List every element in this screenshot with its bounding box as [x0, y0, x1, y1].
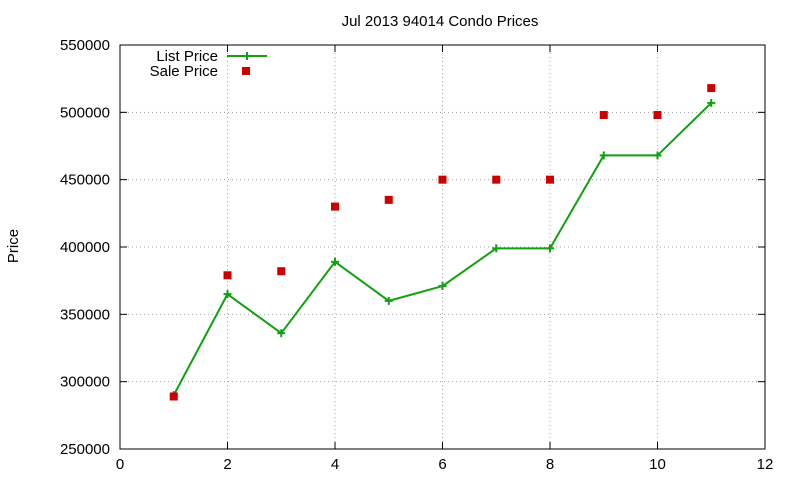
x-tick-label: 2: [223, 456, 231, 473]
sale-price-point: [707, 84, 716, 93]
y-tick-label: 300000: [60, 374, 110, 391]
y-tick-label: 400000: [60, 239, 110, 256]
list-price-point: [331, 257, 339, 266]
x-tick-label: 6: [438, 456, 446, 473]
y-tick-label: 250000: [60, 441, 110, 458]
sale-price-point: [492, 175, 501, 184]
sale-price-point: [653, 111, 662, 120]
series: [169, 84, 716, 401]
y-tick-label: 350000: [60, 306, 110, 323]
grid: [120, 45, 765, 449]
list-price-point: [546, 244, 554, 253]
legend-marker-sale-price: [242, 67, 250, 75]
sale-price-point: [169, 392, 178, 401]
x-tick-label: 4: [331, 456, 339, 473]
legend-label-sale-price: Sale Price: [150, 63, 218, 80]
sale-price-point: [277, 267, 286, 276]
y-tick-label: 550000: [60, 37, 110, 54]
legend: List Price Sale Price: [150, 48, 267, 80]
sale-price-point: [331, 202, 339, 211]
list-price-point: [707, 98, 716, 107]
list-price-point: [223, 290, 232, 299]
x-tick-label: 8: [546, 456, 554, 473]
list-price-point: [438, 282, 447, 291]
y-tick-label: 450000: [60, 172, 110, 189]
list-price-point: [653, 151, 662, 160]
x-tick-label: 12: [757, 456, 774, 473]
sale-price-point: [546, 175, 554, 184]
ticks: 0 2 4 6 8 10 12 250000 300000 350000 400000 450000 5…: [60, 37, 773, 473]
legend-label-list-price: List Price: [156, 48, 218, 65]
x-tick-label: 0: [116, 456, 124, 473]
list-price-point: [599, 151, 608, 160]
chart-title: Jul 2013 94014 Condo Prices: [342, 13, 539, 30]
sale-price-point: [384, 195, 393, 204]
x-tick-label: 10: [649, 456, 666, 473]
y-axis-label: Price: [5, 229, 22, 263]
legend-marker-list-price: [243, 52, 251, 60]
legend-plus: [243, 52, 251, 60]
sale-price-point: [599, 111, 608, 120]
sale-price-point: [223, 271, 232, 280]
y-tick-label: 500000: [60, 104, 110, 121]
list-price-point: [492, 244, 501, 253]
list-price-point: [384, 296, 393, 305]
sale-price-point: [438, 175, 447, 184]
list-price-point: [277, 329, 286, 338]
